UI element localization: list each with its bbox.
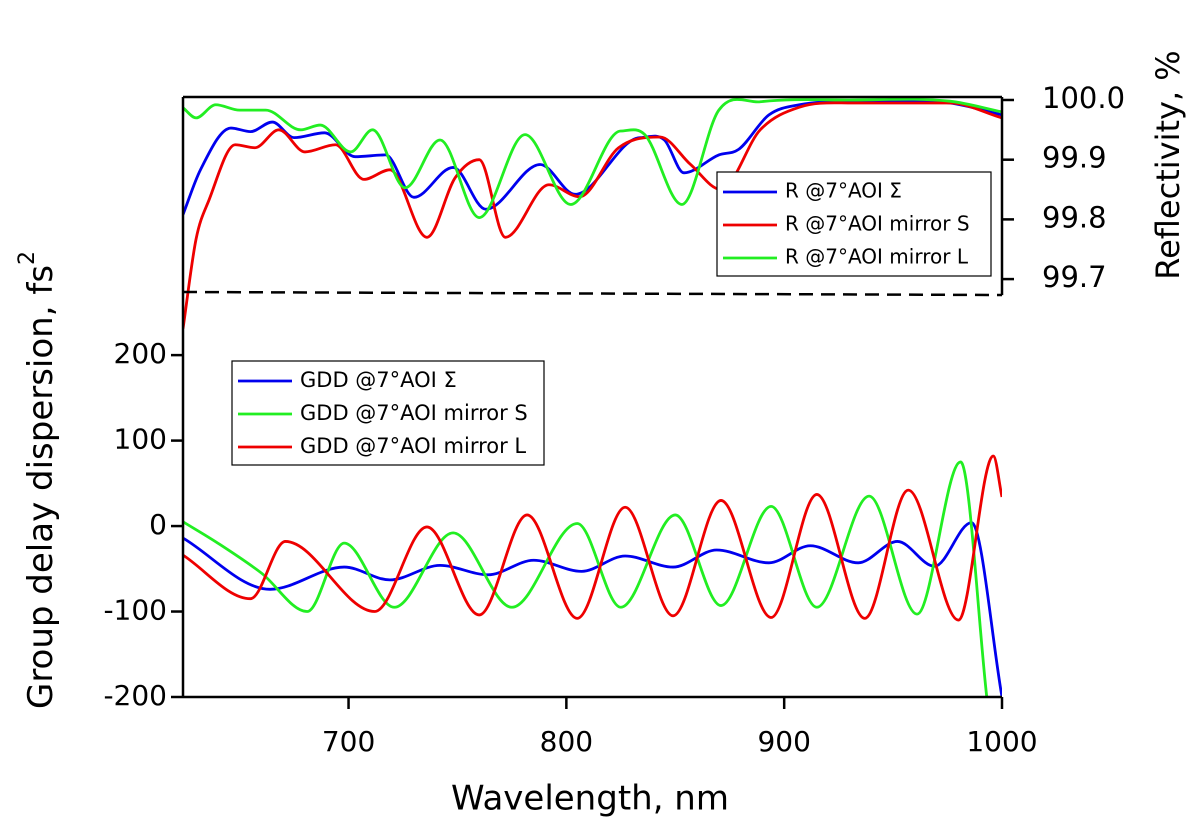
y-axis-title-text: Group delay dispersion, fs [21, 265, 61, 709]
y2-tick-label: 99.9 [1042, 141, 1107, 175]
x-axis-title: Wavelength, nm [451, 779, 729, 819]
legend-label: R @7°AOI mirror L [785, 245, 969, 269]
y2-tick-label: 99.8 [1042, 200, 1107, 234]
legend-label: GDD @7°AOI mirror S [300, 401, 528, 425]
y-tick-label: 0 [149, 508, 167, 541]
legend-label: R @7°AOI mirror S [785, 212, 970, 236]
legend-label: R @7°AOI Σ [785, 179, 902, 203]
y-tick-label: -200 [103, 679, 167, 712]
y2-tick-label: 99.7 [1042, 260, 1107, 294]
plot-lines [183, 97, 1002, 697]
x-tick-label: 700 [322, 725, 375, 758]
y2-axis-title: Reflectivity, % [1149, 50, 1187, 279]
legend-label: GDD @7°AOI mirror L [300, 434, 526, 458]
legend-label: GDD @7°AOI Σ [300, 368, 457, 392]
y2-tick-label: 100.0 [1042, 81, 1125, 115]
x-tick-label: 1000 [966, 725, 1037, 758]
series-line [183, 99, 1002, 216]
separator [182, 290, 1003, 297]
y-tick-label: -100 [103, 594, 167, 627]
x-tick-label: 800 [540, 725, 593, 758]
y-tick-label: 200 [114, 337, 167, 370]
series-line [183, 101, 1002, 329]
y-axis-title-sup: 2 [15, 251, 40, 265]
y-tick-label: 100 [114, 423, 167, 456]
y-axis-title: Group delay dispersion, fs2 [15, 251, 61, 709]
series-line [183, 460, 989, 697]
x-tick-label: 900 [757, 725, 810, 758]
series-line [183, 97, 1002, 219]
series-line [183, 454, 1002, 622]
